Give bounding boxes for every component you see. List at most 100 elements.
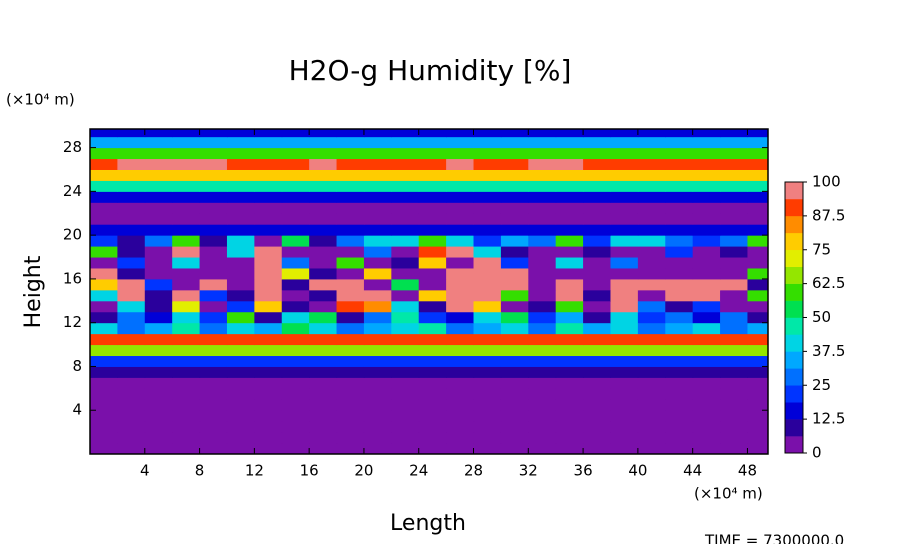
cell (336, 136, 365, 149)
cell (473, 267, 502, 280)
cell (226, 421, 255, 433)
cell (610, 300, 639, 313)
y-tick-label: 20 (63, 226, 82, 244)
cell (500, 246, 529, 258)
cell (665, 377, 694, 389)
cell (309, 355, 338, 367)
cell (226, 147, 255, 160)
cell (391, 366, 420, 378)
cell (363, 311, 392, 324)
colorbar-tick-label: 0 (812, 444, 822, 462)
cell (199, 180, 228, 192)
cell (583, 322, 611, 335)
cell (226, 355, 255, 367)
colorbar-segment (785, 334, 803, 352)
cell (336, 311, 365, 324)
cell (665, 158, 694, 170)
cell (720, 355, 748, 367)
cell (144, 421, 173, 433)
cell (665, 246, 694, 258)
cell (363, 169, 392, 181)
cell (281, 421, 310, 433)
x-tick-label: 40 (628, 462, 647, 480)
cell (336, 333, 365, 346)
cell (637, 333, 666, 346)
cell (528, 355, 557, 367)
cell (117, 129, 146, 138)
cell (418, 202, 447, 214)
cell (637, 136, 666, 149)
cell (391, 129, 420, 138)
cell (446, 213, 475, 225)
cell (363, 278, 392, 291)
cell (363, 366, 392, 378)
cell (226, 169, 255, 181)
cell (500, 300, 529, 313)
cell (637, 311, 666, 324)
y-axis-label: Height (21, 255, 46, 328)
cell (528, 180, 557, 192)
cell (692, 202, 721, 214)
cell (254, 169, 283, 181)
cell (610, 432, 639, 444)
cell (336, 399, 365, 411)
cell (665, 366, 694, 378)
cell (500, 377, 529, 389)
cell (309, 289, 338, 302)
cell (172, 432, 201, 444)
cell (446, 224, 475, 236)
cell (555, 169, 584, 181)
cell (90, 366, 118, 378)
cell (391, 300, 420, 313)
cell (281, 180, 310, 192)
cell (747, 289, 768, 302)
colorbar-segment (785, 351, 803, 369)
cell (555, 180, 584, 192)
cell (391, 443, 420, 454)
cell (473, 136, 502, 149)
cell (254, 377, 283, 389)
cell (117, 443, 146, 454)
cell (226, 289, 255, 302)
cell (473, 388, 502, 400)
cell (226, 136, 255, 149)
cell (692, 129, 721, 138)
cell (418, 147, 447, 160)
cell (363, 322, 392, 335)
cell (473, 311, 502, 324)
cell (555, 257, 584, 269)
cell (281, 129, 310, 138)
cell (418, 366, 447, 378)
cell (144, 180, 173, 192)
cell (226, 388, 255, 400)
cell (226, 158, 255, 170)
cell (391, 432, 420, 444)
cell (144, 202, 173, 214)
cell (90, 213, 118, 225)
cell (144, 399, 173, 411)
cell (747, 377, 768, 389)
cell (117, 410, 146, 422)
cell (309, 421, 338, 433)
cell (583, 202, 611, 214)
cell (309, 235, 338, 247)
cell (500, 202, 529, 214)
cell (418, 344, 447, 357)
cell (281, 333, 310, 346)
cell (172, 235, 201, 247)
cell (555, 213, 584, 225)
cell (637, 235, 666, 247)
cell (281, 443, 310, 454)
cell (610, 410, 639, 422)
cell (692, 399, 721, 411)
cell (747, 366, 768, 378)
cell (199, 257, 228, 269)
cell (309, 311, 338, 324)
cell (473, 432, 502, 444)
cell (309, 136, 338, 149)
cell (747, 333, 768, 346)
cell (391, 333, 420, 346)
cell (528, 235, 557, 247)
cell (473, 322, 502, 335)
cell (281, 344, 310, 357)
